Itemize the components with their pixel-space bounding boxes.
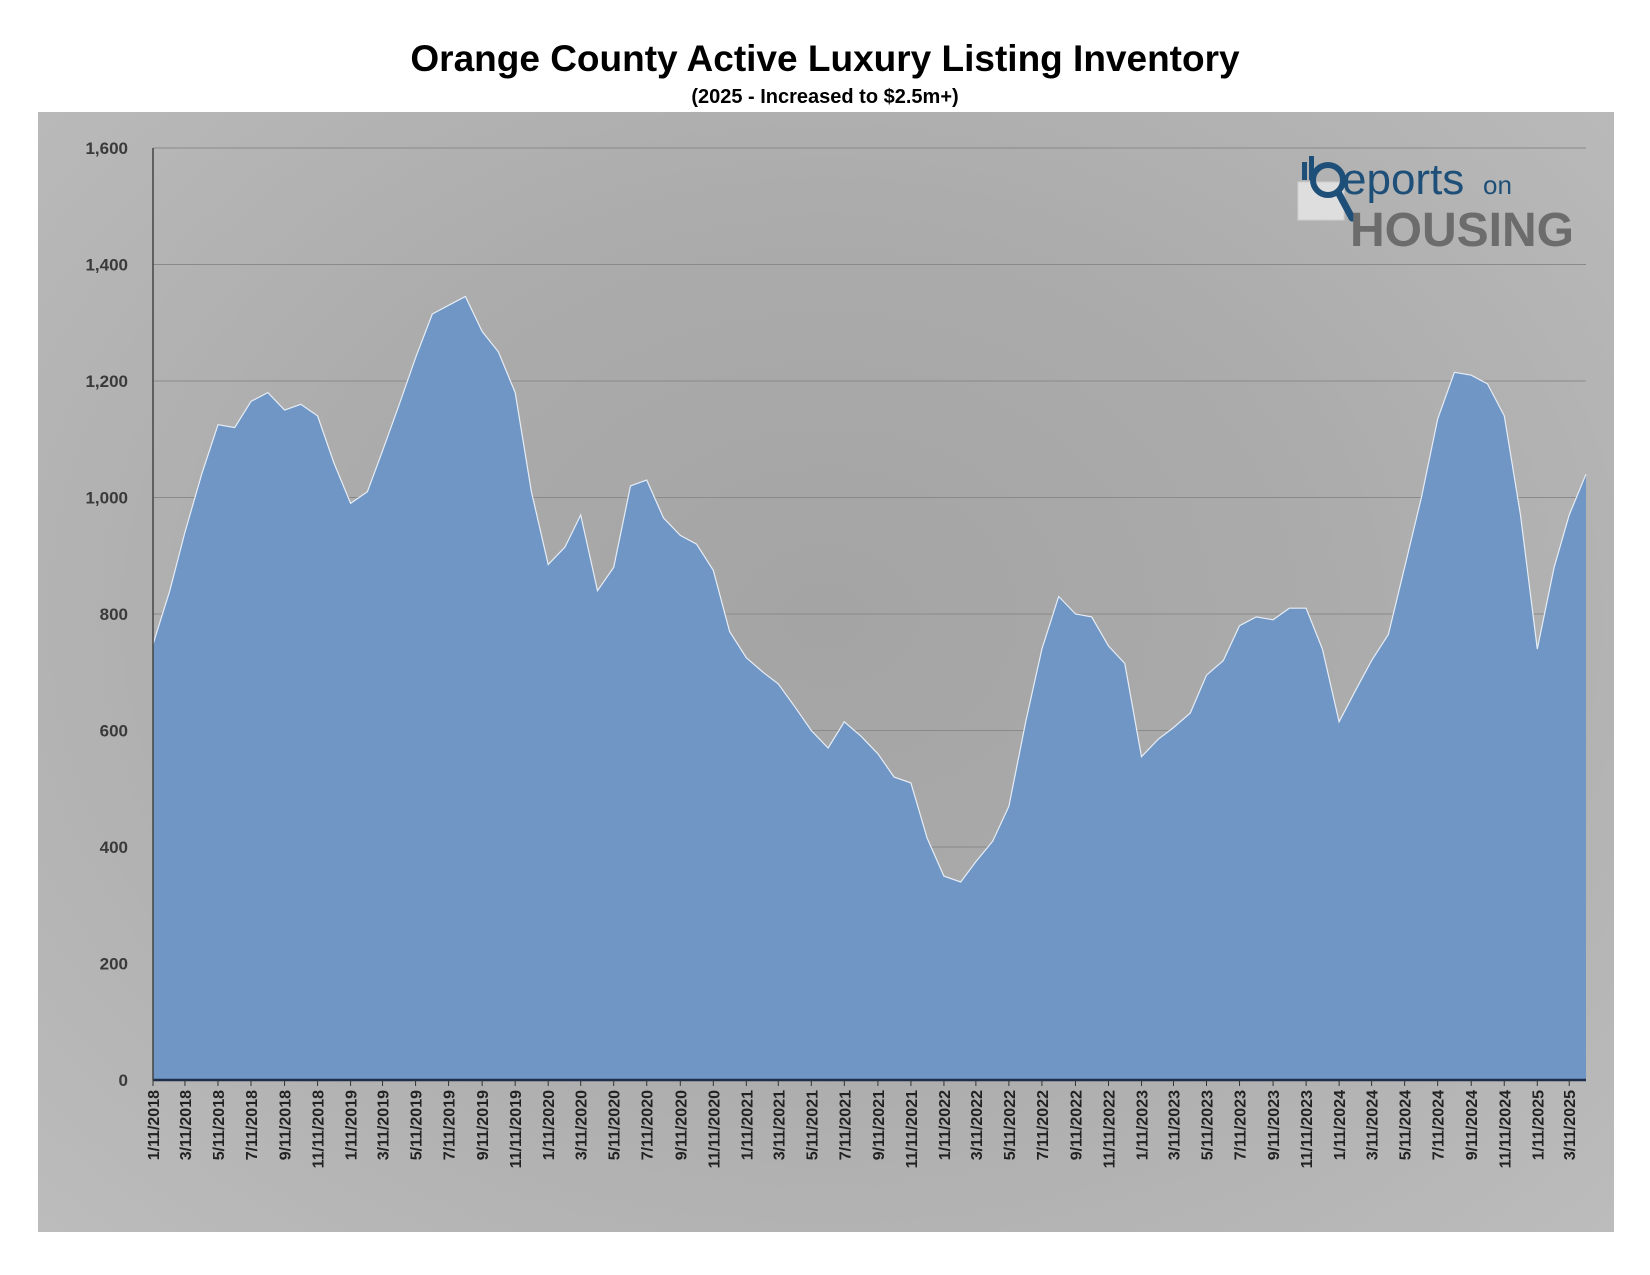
svg-text:on: on — [1483, 170, 1512, 200]
area-chart: 0 200 400 600 800 1,000 1,200 1,400 1,600 1/11/2… — [85, 139, 1587, 1168]
x-tick-label: 9/11/2020 — [673, 1090, 690, 1160]
x-tick-label: 7/11/2019 — [442, 1090, 459, 1160]
chart-title: Orange County Active Luxury Listing Inve… — [410, 38, 1240, 79]
series-area — [152, 295, 1587, 1080]
series-line — [152, 295, 1587, 883]
y-tick-label: 1,400 — [85, 256, 128, 275]
x-tick-label: 3/11/2024 — [1365, 1090, 1382, 1160]
x-tick-label: 3/11/2018 — [178, 1090, 195, 1160]
y-tick-label: 1,200 — [85, 372, 128, 391]
reports-on-housing-logo: eports on HOUSING — [1297, 155, 1574, 257]
x-tick-label: 5/11/2023 — [1200, 1090, 1217, 1160]
x-tick-label: 9/11/2022 — [1069, 1090, 1086, 1160]
y-tick-label: 600 — [100, 722, 128, 741]
x-tick-label: 5/11/2018 — [211, 1090, 228, 1160]
x-tick-label: 7/11/2021 — [837, 1090, 854, 1160]
x-tick-label: 3/11/2023 — [1167, 1090, 1184, 1160]
y-tick-labels: 0 200 400 600 800 1,000 1,200 1,400 1,600 — [85, 139, 128, 1090]
x-tick-label: 7/11/2024 — [1431, 1090, 1448, 1160]
x-tick-label: 11/11/2023 — [1299, 1090, 1316, 1168]
x-tick-label: 9/11/2019 — [475, 1090, 492, 1160]
x-tick-label: 1/11/2024 — [1332, 1090, 1349, 1160]
x-tick-label: 11/11/2020 — [706, 1090, 723, 1168]
y-tick-label: 1,600 — [85, 139, 128, 158]
x-tick-label: 9/11/2018 — [278, 1090, 295, 1160]
x-tick-label: 5/11/2019 — [409, 1090, 426, 1160]
y-tick-label: 0 — [119, 1071, 128, 1090]
y-tick-label: 200 — [100, 955, 128, 974]
x-tick-label: 1/11/2025 — [1530, 1090, 1547, 1160]
x-tick-label: 1/11/2018 — [146, 1090, 163, 1160]
x-tick-label: 3/11/2022 — [969, 1090, 986, 1160]
x-tick-label: 3/11/2025 — [1562, 1090, 1579, 1160]
x-tick-label: 3/11/2019 — [376, 1090, 393, 1160]
x-tick-label: 1/11/2020 — [541, 1090, 558, 1160]
y-tick-label: 800 — [100, 605, 128, 624]
x-tick-label: 11/11/2021 — [904, 1090, 921, 1168]
x-tick-label: 3/11/2021 — [771, 1090, 788, 1160]
svg-text:HOUSING: HOUSING — [1350, 204, 1574, 257]
x-tick-label: 9/11/2021 — [871, 1090, 888, 1160]
x-tick-labels: 1/11/2018 3/11/2018 5/11/2018 7/11/2018 9/11… — [146, 1090, 1579, 1168]
y-tick-label: 1,000 — [85, 489, 128, 508]
x-tick-label: 5/11/2024 — [1398, 1090, 1415, 1160]
x-tick-label: 5/11/2021 — [804, 1090, 821, 1160]
x-tick-label: 1/11/2022 — [937, 1090, 954, 1160]
x-tick-label: 9/11/2023 — [1266, 1090, 1283, 1160]
x-tick-label: 11/11/2024 — [1497, 1090, 1514, 1168]
x-tick-label: 11/11/2018 — [311, 1090, 328, 1168]
plot-area: 0 200 400 600 800 1,000 1,200 1,400 1,600 1/11/2… — [38, 112, 1614, 1232]
series-area-fill — [153, 296, 1586, 1080]
svg-text:eports: eports — [1342, 155, 1464, 204]
x-tick-label: 1/11/2019 — [344, 1090, 361, 1160]
x-tick-label: 3/11/2020 — [574, 1090, 591, 1160]
axes — [152, 148, 1586, 1086]
x-tick-label: 5/11/2020 — [607, 1090, 624, 1160]
y-tick-label: 400 — [100, 838, 128, 857]
x-tick-label: 9/11/2024 — [1464, 1090, 1481, 1160]
x-tick-label: 7/11/2018 — [244, 1090, 261, 1160]
x-tick-label: 7/11/2022 — [1035, 1090, 1052, 1160]
x-tick-label: 11/11/2019 — [508, 1090, 525, 1168]
x-tick-label: 5/11/2022 — [1002, 1090, 1019, 1160]
x-tick-label: 11/11/2022 — [1102, 1090, 1119, 1168]
x-tick-label: 7/11/2020 — [640, 1090, 657, 1160]
x-tick-label: 1/11/2023 — [1135, 1090, 1152, 1160]
x-tick-label: 1/11/2021 — [739, 1090, 756, 1160]
x-tick-label: 7/11/2023 — [1233, 1090, 1250, 1160]
chart-subtitle: (2025 - Increased to $2.5m+) — [691, 86, 959, 108]
